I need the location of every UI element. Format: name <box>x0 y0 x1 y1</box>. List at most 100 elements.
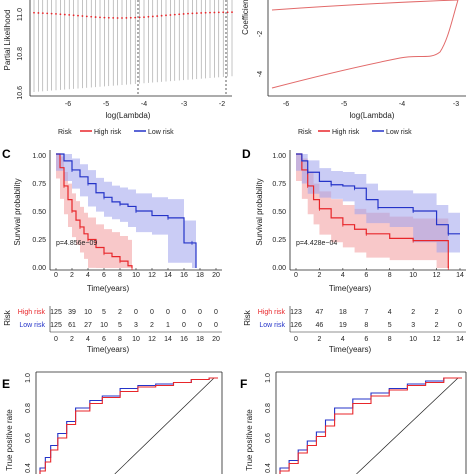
panel-c-ytick-2: 0.50 <box>32 209 46 216</box>
panel-b-ytick-1: -4 <box>257 71 264 77</box>
risk-count-low: 5 <box>118 322 122 329</box>
risk-count-low: 5 <box>388 322 392 329</box>
panel-d-xlabel: Time(years) <box>329 284 372 293</box>
risk-count-low: 1 <box>166 322 170 329</box>
risk-count-low: 0 <box>182 322 186 329</box>
km-xtick-label: 20 <box>212 272 220 279</box>
risk-count-high: 2 <box>118 309 122 316</box>
panel-b-xtick-1: -5 <box>341 101 347 108</box>
panel-b-xtick-2: -4 <box>399 101 405 108</box>
risk-count-low: 126 <box>290 322 302 329</box>
km-curve-low <box>56 153 197 268</box>
panel-d-risk-xlabel: Time(years) <box>329 345 372 354</box>
panel-a-cv-point <box>55 13 57 15</box>
panel-c-xlabel: Time(years) <box>87 284 130 293</box>
km-xtick-label: 6 <box>102 272 106 279</box>
panel-a-cv-point <box>63 13 66 16</box>
panel-a-cv-point <box>121 17 123 19</box>
panel-d-plot-area <box>296 153 460 270</box>
risk-xtick-label: 14 <box>164 336 172 343</box>
panel-e-ylabel: True positive rate <box>5 409 14 471</box>
risk-xtick-label: 2 <box>70 336 74 343</box>
panel-a-cv-point <box>99 16 101 19</box>
panel-a-cv-point <box>195 12 198 15</box>
panel-b: -2 -4 Coefficients -6 -5 -4 -3 log(Lambd… <box>241 0 466 120</box>
panel-a-cv-point <box>147 15 150 18</box>
panel-f-letter: F <box>240 377 247 391</box>
panel-c: C Risk High risk Low risk 1.00 0.75 0.50… <box>2 129 222 354</box>
risk-count-low: 2 <box>435 322 439 329</box>
panel-f-ytick-0: 1.0 <box>265 373 272 383</box>
panel-d-risk-xticks: 0 2 4 6 8 10 12 14 <box>294 336 464 343</box>
panel-c-risk-label-low: Low risk <box>19 322 45 329</box>
panel-c-risk-table: Risk High risk Low risk 125 39 10 5 2 0 0 0 0 0 01… <box>3 306 222 354</box>
panel-f-ytick-1: 0.8 <box>265 403 272 413</box>
panel-e-ytick-1: 0.8 <box>25 403 32 413</box>
panel-a-cv-point <box>182 13 185 15</box>
risk-xtick-label: 14 <box>456 336 464 343</box>
km-xtick-label: 10 <box>409 272 417 279</box>
km-xtick-label: 2 <box>70 272 74 279</box>
km-xtick-label: 14 <box>456 272 464 279</box>
panel-f-ytick-2: 0.6 <box>265 433 272 443</box>
panel-a-cv-point <box>37 12 40 14</box>
km-xtick-label: 14 <box>164 272 172 279</box>
panel-a-cv-point <box>129 16 132 19</box>
panel-a-cv-point <box>156 15 159 17</box>
panel-c-ytick-3: 0.25 <box>32 237 46 244</box>
risk-count-low: 125 <box>50 322 62 329</box>
risk-xtick-label: 4 <box>86 336 90 343</box>
panel-d-ytick-2: 0.50 <box>272 209 286 216</box>
panel-c-legend-high: High risk <box>94 129 122 136</box>
km-curve-high <box>56 153 133 268</box>
panel-b-xtick-0: -6 <box>283 101 289 108</box>
panel-a-cv-point <box>187 12 189 15</box>
panel-d-risk-title: Risk <box>243 309 252 326</box>
panel-b-ytick-0: -2 <box>257 31 264 37</box>
panel-a-cv-point <box>103 16 106 19</box>
panel-d-ytick-3: 0.25 <box>272 237 286 244</box>
panel-c-risk-title: Risk <box>3 309 12 326</box>
km-xtick-label: 10 <box>132 272 140 279</box>
panel-c-risk-xticks: 0 2 4 6 8 10 12 14 16 18 20 <box>54 336 220 343</box>
panel-a-cv-point <box>231 11 233 14</box>
risk-count-low: 27 <box>84 322 92 329</box>
panel-a-cv-point <box>151 15 154 18</box>
roc-curve-blue <box>279 377 462 474</box>
risk-xtick-label: 18 <box>196 336 204 343</box>
panel-d: D Risk High risk Low risk 1.00 0.75 0.50… <box>242 129 466 354</box>
panel-c-pvalue: p=4.856e−09 <box>56 240 97 247</box>
risk-xtick-label: 0 <box>294 336 298 343</box>
risk-count-low: 3 <box>134 322 138 329</box>
risk-xtick-label: 10 <box>132 336 140 343</box>
risk-count-high: 125 <box>50 309 62 316</box>
panel-d-xticks: 0 2 4 6 8 10 12 14 <box>294 268 464 279</box>
panel-a-cv-point <box>173 13 176 16</box>
panel-a-cv-point <box>85 15 88 18</box>
panel-a-cv-point <box>200 12 203 14</box>
risk-xtick-label: 12 <box>148 336 156 343</box>
panel-b-coef-path-2 <box>271 0 459 89</box>
risk-xtick-label: 8 <box>118 336 122 343</box>
panel-e-ytick-2: 0.6 <box>25 433 32 443</box>
risk-xtick-label: 20 <box>212 336 220 343</box>
panel-a-xlabel: log(Lambda) <box>106 111 151 120</box>
panel-a-cv-point <box>46 12 49 15</box>
km-xtick-label: 6 <box>364 272 368 279</box>
panel-e-letter: E <box>2 377 10 391</box>
panel-a-cv-point <box>116 17 119 19</box>
km-ci-band-high <box>296 154 449 268</box>
risk-count-high: 2 <box>411 309 415 316</box>
panel-f-ytick-3: 0.4 <box>265 463 272 473</box>
panel-b-coef-path-1 <box>271 0 459 11</box>
panel-a-cv-point <box>33 11 35 14</box>
km-xtick-label: 8 <box>118 272 122 279</box>
risk-count-low: 2 <box>150 322 154 329</box>
km-xtick-label: 8 <box>388 272 392 279</box>
risk-count-high: 4 <box>388 309 392 316</box>
panel-a-xtick-3: -3 <box>181 101 187 108</box>
risk-count-low: 10 <box>100 322 108 329</box>
panel-a-xtick-0: -6 <box>65 101 71 108</box>
panel-a-cv-point <box>213 11 216 14</box>
